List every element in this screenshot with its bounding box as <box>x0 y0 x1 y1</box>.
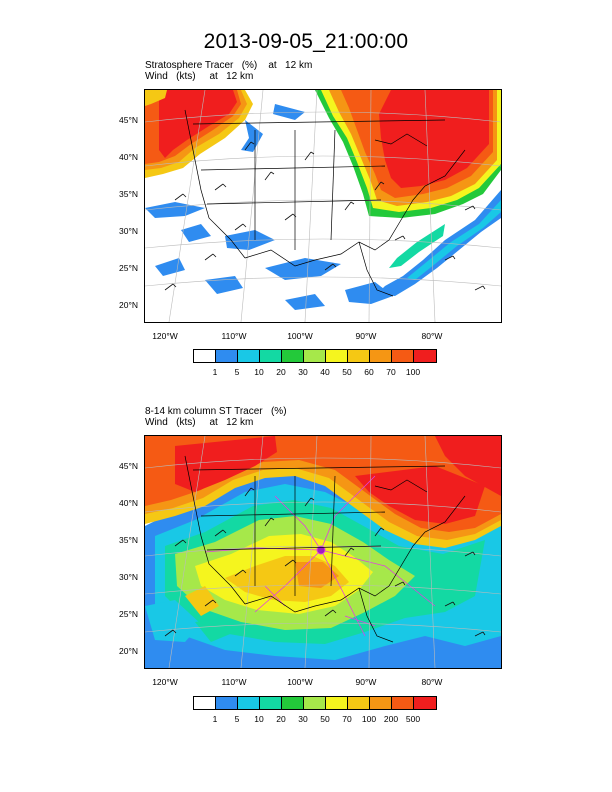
panel2-lat-label: 40°N <box>119 498 138 508</box>
panel1-borders <box>184 109 466 297</box>
panel1-lat-label: 20°N <box>119 300 138 310</box>
colorbar-swatch <box>194 697 216 709</box>
colorbar-swatch <box>392 350 414 362</box>
colorbar-label: 20 <box>276 714 286 724</box>
panel2-borders <box>184 455 466 643</box>
colorbar-swatch <box>304 697 326 709</box>
colorbar-label: 1 <box>212 714 218 724</box>
colorbar-label: 100 <box>405 367 421 377</box>
colorbar-label: 1 <box>212 367 218 377</box>
colorbar-swatch <box>370 697 392 709</box>
colorbar-label: 5 <box>234 367 240 377</box>
colorbar-swatch <box>326 697 348 709</box>
colorbar-label: 70 <box>342 714 352 724</box>
panel1-lon-label: 110°W <box>221 331 247 341</box>
colorbar-swatch <box>216 697 238 709</box>
panel1-graticule <box>145 90 501 322</box>
colorbar-swatch <box>414 350 436 362</box>
panel1-lon-label: 80°W <box>421 331 443 341</box>
panel2-graticule <box>145 436 501 668</box>
panel2-lon-label: 100°W <box>287 677 313 687</box>
colorbar-swatch <box>238 350 260 362</box>
colorbar-label: 70 <box>386 367 396 377</box>
panel2-label-line2: Wind (kts) at 12 km <box>145 417 254 428</box>
colorbar-swatch <box>260 350 282 362</box>
panel2-lat-label: 45°N <box>119 461 138 471</box>
panel2-lon-label: 80°W <box>421 677 443 687</box>
panel1-lon-label: 120°W <box>152 331 178 341</box>
colorbar-label: 100 <box>361 714 377 724</box>
panel2-lat-label: 35°N <box>119 535 138 545</box>
colorbar-label: 40 <box>320 367 330 377</box>
colorbar-label: 10 <box>254 367 264 377</box>
colorbar-label: 10 <box>254 714 264 724</box>
panel1-lat-label: 45°N <box>119 115 138 125</box>
colorbar-label: 200 <box>383 714 399 724</box>
colorbar-swatch <box>304 350 326 362</box>
colorbar-swatch <box>216 350 238 362</box>
panel2-lat-label: 20°N <box>119 646 138 656</box>
panel1-colorbar <box>193 349 437 363</box>
colorbar-label: 50 <box>342 367 352 377</box>
panel2-wind-barbs <box>164 487 486 637</box>
colorbar-swatch <box>392 697 414 709</box>
panel1-lon-label: 100°W <box>287 331 313 341</box>
panel1-wind-barbs <box>164 141 486 291</box>
colorbar-swatch <box>282 350 304 362</box>
panel1-map-svg <box>145 90 501 322</box>
colorbar-swatch <box>348 350 370 362</box>
panel1-lon-label: 90°W <box>355 331 377 341</box>
panel2-map-svg <box>145 436 501 668</box>
figure-title: 2013-09-05_21:00:00 <box>203 30 409 53</box>
panel2-map <box>144 435 502 669</box>
colorbar-swatch <box>348 697 370 709</box>
colorbar-swatch <box>238 697 260 709</box>
panel2-colorbar <box>193 696 437 710</box>
panel1-map <box>144 89 502 323</box>
colorbar-swatch <box>260 697 282 709</box>
panel1-label-line2: Wind (kts) at 12 km <box>145 71 254 82</box>
panel2-lat-label: 25°N <box>119 609 138 619</box>
colorbar-swatch <box>282 697 304 709</box>
panel1-lat-label: 40°N <box>119 152 138 162</box>
colorbar-label: 30 <box>298 714 308 724</box>
panel2-tracer-field <box>145 436 501 668</box>
colorbar-label: 60 <box>364 367 374 377</box>
panel1-lat-label: 25°N <box>119 263 138 273</box>
colorbar-label: 5 <box>234 714 240 724</box>
panel2-lat-label: 30°N <box>119 572 138 582</box>
colorbar-swatch <box>326 350 348 362</box>
panel2-lon-label: 120°W <box>152 677 178 687</box>
colorbar-label: 500 <box>405 714 421 724</box>
colorbar-label: 30 <box>298 367 308 377</box>
colorbar-label: 50 <box>320 714 330 724</box>
colorbar-swatch <box>414 697 436 709</box>
colorbar-swatch <box>194 350 216 362</box>
panel1-label-line1: Stratosphere Tracer (%) at 12 km <box>145 60 313 71</box>
colorbar-label: 20 <box>276 367 286 377</box>
panel2-lon-label: 90°W <box>355 677 377 687</box>
panel2-lon-label: 110°W <box>221 677 247 687</box>
panel1-lat-label: 30°N <box>119 226 138 236</box>
colorbar-swatch <box>370 350 392 362</box>
panel1-lat-label: 35°N <box>119 189 138 199</box>
panel2-label-line1: 8-14 km column ST Tracer (%) <box>145 406 287 417</box>
